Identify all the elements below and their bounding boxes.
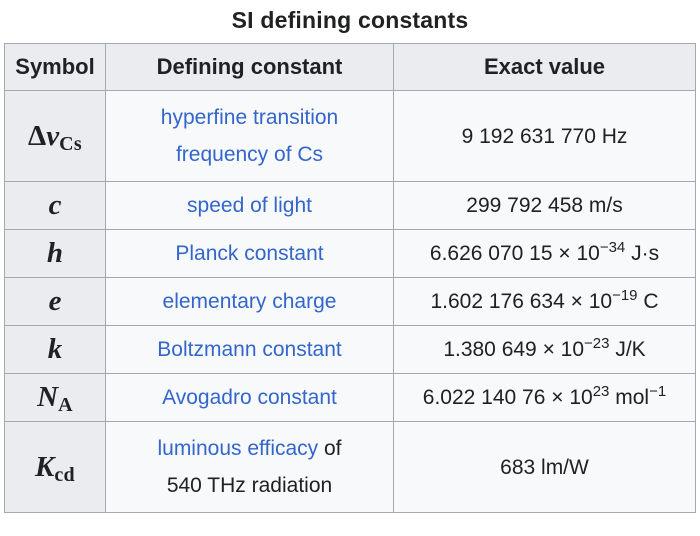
constant-cell: luminous efficacy of 540 THz radiation xyxy=(105,421,394,513)
constant-link[interactable]: Boltzmann constant xyxy=(157,338,342,361)
page: SI defining constants Symbol Defining co… xyxy=(4,7,696,513)
value-exponent: −23 xyxy=(584,335,610,352)
constant-link[interactable]: frequency of Cs xyxy=(175,143,324,166)
value-text: J/K xyxy=(609,338,646,361)
value-exponent: 23 xyxy=(592,383,610,400)
value-text: mol xyxy=(609,386,650,409)
value-cell: 9 192 631 770 Hz xyxy=(393,90,696,182)
symbol-letter: e xyxy=(48,285,62,317)
value-text: 683 lm/W xyxy=(500,455,589,479)
constant-link[interactable]: hyperfine transition xyxy=(160,106,339,129)
value-cell: 1.380 649 × 10−23 J/K xyxy=(393,325,696,374)
symbol-cell: NA xyxy=(4,373,106,422)
col-header-defining-constant: Defining constant xyxy=(105,43,394,91)
symbol-cell: k xyxy=(4,325,106,374)
value-cell: 683 lm/W xyxy=(393,421,696,513)
constant-cell: speed of light xyxy=(105,181,394,230)
table-body: ΔνCs hyperfine transition frequency of Cs 9… xyxy=(4,90,696,513)
col-header-symbol: Symbol xyxy=(4,43,106,91)
value-text: 6.626 070 15 × 10 xyxy=(429,242,600,265)
constant-cell: Avogadro constant xyxy=(105,373,394,422)
value-exponent: −19 xyxy=(612,287,638,304)
constant-cell: Planck constant xyxy=(105,229,394,278)
constant-link[interactable]: elementary charge xyxy=(162,290,337,313)
symbol-subscript: Cs xyxy=(59,132,82,155)
value-text: 1.602 176 634 × 10 xyxy=(430,290,613,313)
value-text: C xyxy=(637,290,659,313)
value-text: 9 192 631 770 Hz xyxy=(461,124,628,148)
constant-cell: elementary charge xyxy=(105,277,394,326)
col-header-exact-value: Exact value xyxy=(393,43,696,91)
value-text: 6.022 140 76 × 10 xyxy=(422,386,593,409)
constant-cell: Boltzmann constant xyxy=(105,325,394,374)
constant-link[interactable]: speed of light xyxy=(187,194,312,217)
symbol-letter: N xyxy=(37,381,59,413)
symbol-letter: k xyxy=(47,333,63,365)
value-exponent: −34 xyxy=(599,239,626,256)
symbol-letter: c xyxy=(48,189,62,221)
value-cell: 1.602 176 634 × 10−19 C xyxy=(393,277,696,326)
symbol-subscript: A xyxy=(58,394,73,416)
value-text: 299 792 458 m/s xyxy=(466,194,623,217)
symbol-cell: c xyxy=(4,181,106,230)
constant-link[interactable]: Avogadro constant xyxy=(162,386,337,409)
table-row: e elementary charge 1.602 176 634 × 10−19 … xyxy=(4,277,696,326)
table-header: Symbol Defining constant Exact value xyxy=(4,43,696,91)
value-exponent: −1 xyxy=(649,383,667,400)
symbol-letter: h xyxy=(46,237,64,269)
symbol-prefix: Δ xyxy=(28,119,47,152)
table-title: SI defining constants xyxy=(231,7,469,33)
value-text: J·s xyxy=(625,242,660,265)
symbol-letter: ν xyxy=(46,119,60,152)
symbol-cell: Kcd xyxy=(4,421,106,513)
value-cell: 6.022 140 76 × 1023 mol−1 xyxy=(393,373,696,422)
si-defining-constants-table: Symbol Defining constant Exact value ΔνC… xyxy=(4,43,696,513)
table-row: h Planck constant 6.626 070 15 × 10−34 J·s xyxy=(4,229,696,278)
table-row: Kcd luminous efficacy of 540 THz radiation… xyxy=(4,421,696,513)
table-row: k Boltzmann constant 1.380 649 × 10−23 J/K xyxy=(4,325,696,374)
value-text: 1.380 649 × 10 xyxy=(443,338,585,361)
constant-link[interactable]: Planck constant xyxy=(175,242,324,265)
table-row: ΔνCs hyperfine transition frequency of Cs 9… xyxy=(4,90,696,182)
value-cell: 6.626 070 15 × 10−34 J·s xyxy=(393,229,696,278)
symbol-cell: h xyxy=(4,229,106,278)
symbol-letter: K xyxy=(35,450,55,483)
symbol-subscript: cd xyxy=(54,463,75,486)
value-cell: 299 792 458 m/s xyxy=(393,181,696,230)
table-row: c speed of light 299 792 458 m/s xyxy=(4,181,696,230)
constant-cell: hyperfine transition frequency of Cs xyxy=(105,90,394,182)
table-row: NA Avogadro constant 6.022 140 76 × 1023 m… xyxy=(4,373,696,422)
constant-text: of xyxy=(318,437,342,460)
header-row: Symbol Defining constant Exact value xyxy=(4,43,696,91)
symbol-cell: ΔνCs xyxy=(4,90,106,182)
symbol-cell: e xyxy=(4,277,106,326)
constant-text: 540 THz radiation xyxy=(166,474,333,497)
constant-link[interactable]: luminous efficacy xyxy=(157,437,319,460)
